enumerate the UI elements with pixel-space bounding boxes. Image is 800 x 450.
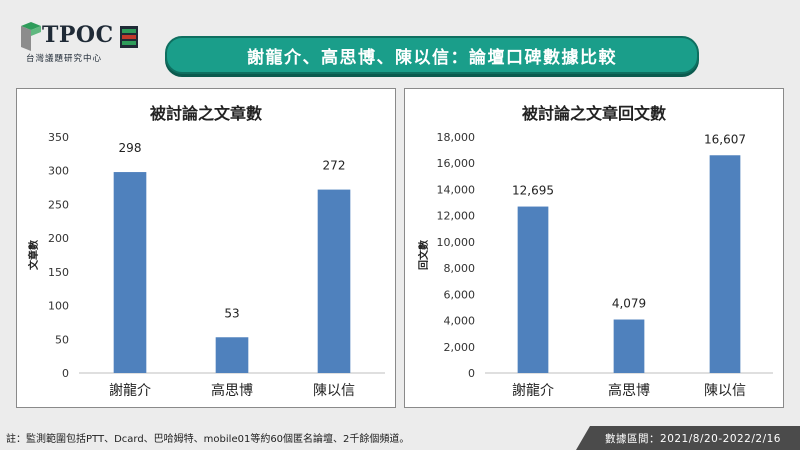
y-tick-label: 12,000 [437,210,476,223]
y-tick-label: 8,000 [444,262,476,275]
data-label: 12,695 [512,184,554,198]
y-tick-label: 50 [55,333,69,346]
y-tick-label: 16,000 [437,157,476,170]
bar [113,172,147,373]
logo-badge-icon [120,26,138,48]
x-tick-label: 陳以信 [313,383,355,399]
x-tick-label: 高思博 [608,382,650,399]
chart-panel-replies: 被討論之文章回文數 0 2,000 4,000 6,000 8,000 10,000 12,0… [404,88,784,408]
articles-bar-chart: 被討論之文章數 0 50 100 150 200 250 300 350 文章數 298 謝龍介 53 高… [27,104,385,399]
logo-mark-icon [21,22,41,51]
logo-subtitle: 台灣議題研究中心 [26,54,103,64]
bar [613,319,645,373]
y-tick-label: 0 [468,367,475,380]
y-tick-label: 100 [48,300,69,313]
data-label: 53 [224,306,239,320]
replies-bar-chart: 被討論之文章回文數 0 2,000 4,000 6,000 8,000 10,000 12,0… [417,104,773,399]
data-label: 4,079 [612,297,646,311]
footnote: 註：監測範圍包括PTT、Dcard、巴哈姆特、mobile01等約60個匿名論壇… [6,434,410,445]
y-tick-label: 4,000 [444,315,476,328]
bar [317,189,351,373]
chart-title: 被討論之文章數 [150,104,262,123]
chart-panel-articles: 被討論之文章數 0 50 100 150 200 250 300 350 文章數 298 謝龍介 53 高… [16,88,396,408]
y-tick-label: 18,000 [437,131,476,144]
y-tick-label: 14,000 [437,183,476,196]
date-range-tab: 數據區間：2021/8/20-2022/2/16 [576,426,800,450]
y-tick-label: 2,000 [444,341,476,354]
y-tick-label: 200 [48,232,69,245]
header-title-bar: 謝龍介、高思博、陳以信：論壇口碑數據比較 [165,36,699,74]
data-label: 272 [323,159,346,173]
chart-title: 被討論之文章回文數 [522,104,666,123]
y-tick-label: 250 [48,198,69,211]
y-axis-label: 回文數 [417,240,430,270]
y-tick-label: 150 [48,266,69,279]
bar [215,337,249,373]
page-title: 謝龍介、高思博、陳以信：論壇口碑數據比較 [247,47,617,68]
y-tick-label: 0 [62,367,69,380]
logo: TPOC 台灣議題研究中心 [20,18,140,68]
y-tick-label: 350 [48,131,69,144]
x-tick-label: 陳以信 [704,383,746,399]
x-tick-label: 謝龍介 [512,382,554,399]
bar [709,155,741,373]
bar [517,206,549,373]
logo-text: TPOC [42,22,114,48]
x-tick-label: 謝龍介 [109,382,151,399]
y-tick-label: 6,000 [444,288,476,301]
y-axis-label: 文章數 [27,240,40,270]
data-label: 16,607 [704,132,746,146]
x-tick-label: 高思博 [211,382,253,399]
y-tick-label: 300 [48,165,69,178]
y-tick-label: 10,000 [437,236,476,249]
data-label: 298 [119,141,142,155]
date-range-label: 數據區間：2021/8/20-2022/2/16 [605,432,781,445]
